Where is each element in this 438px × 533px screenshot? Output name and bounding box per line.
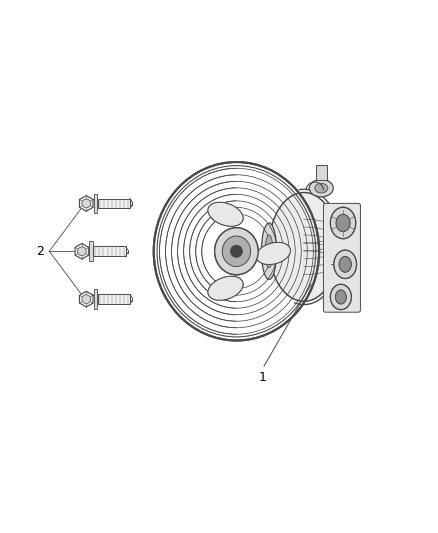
Ellipse shape xyxy=(339,256,351,272)
Ellipse shape xyxy=(330,207,356,239)
Ellipse shape xyxy=(265,235,273,268)
Ellipse shape xyxy=(334,250,357,278)
Bar xyxy=(316,165,327,180)
Circle shape xyxy=(82,199,91,208)
Bar xyxy=(94,289,97,309)
Bar xyxy=(98,294,130,304)
Ellipse shape xyxy=(215,228,258,275)
Ellipse shape xyxy=(208,276,243,300)
Ellipse shape xyxy=(269,192,339,301)
Circle shape xyxy=(230,245,243,257)
Bar xyxy=(89,241,93,261)
Ellipse shape xyxy=(256,243,290,264)
Bar xyxy=(93,246,126,256)
Ellipse shape xyxy=(315,183,328,193)
Text: 1: 1 xyxy=(258,371,266,384)
Bar xyxy=(98,199,130,208)
Circle shape xyxy=(82,295,91,303)
Ellipse shape xyxy=(309,180,333,197)
FancyBboxPatch shape xyxy=(323,204,360,312)
Polygon shape xyxy=(79,292,93,307)
Ellipse shape xyxy=(336,214,350,232)
Ellipse shape xyxy=(208,203,243,226)
Ellipse shape xyxy=(154,162,319,341)
Ellipse shape xyxy=(256,243,290,264)
Ellipse shape xyxy=(222,236,251,266)
Ellipse shape xyxy=(208,276,243,300)
Circle shape xyxy=(78,247,86,256)
Ellipse shape xyxy=(336,290,346,304)
Ellipse shape xyxy=(330,284,351,310)
Polygon shape xyxy=(79,196,93,211)
Circle shape xyxy=(230,245,243,257)
Ellipse shape xyxy=(261,223,277,279)
Text: 2: 2 xyxy=(37,245,45,258)
Ellipse shape xyxy=(215,228,258,275)
Bar xyxy=(94,193,97,213)
Ellipse shape xyxy=(222,236,251,266)
Polygon shape xyxy=(75,244,88,259)
Ellipse shape xyxy=(208,203,243,226)
